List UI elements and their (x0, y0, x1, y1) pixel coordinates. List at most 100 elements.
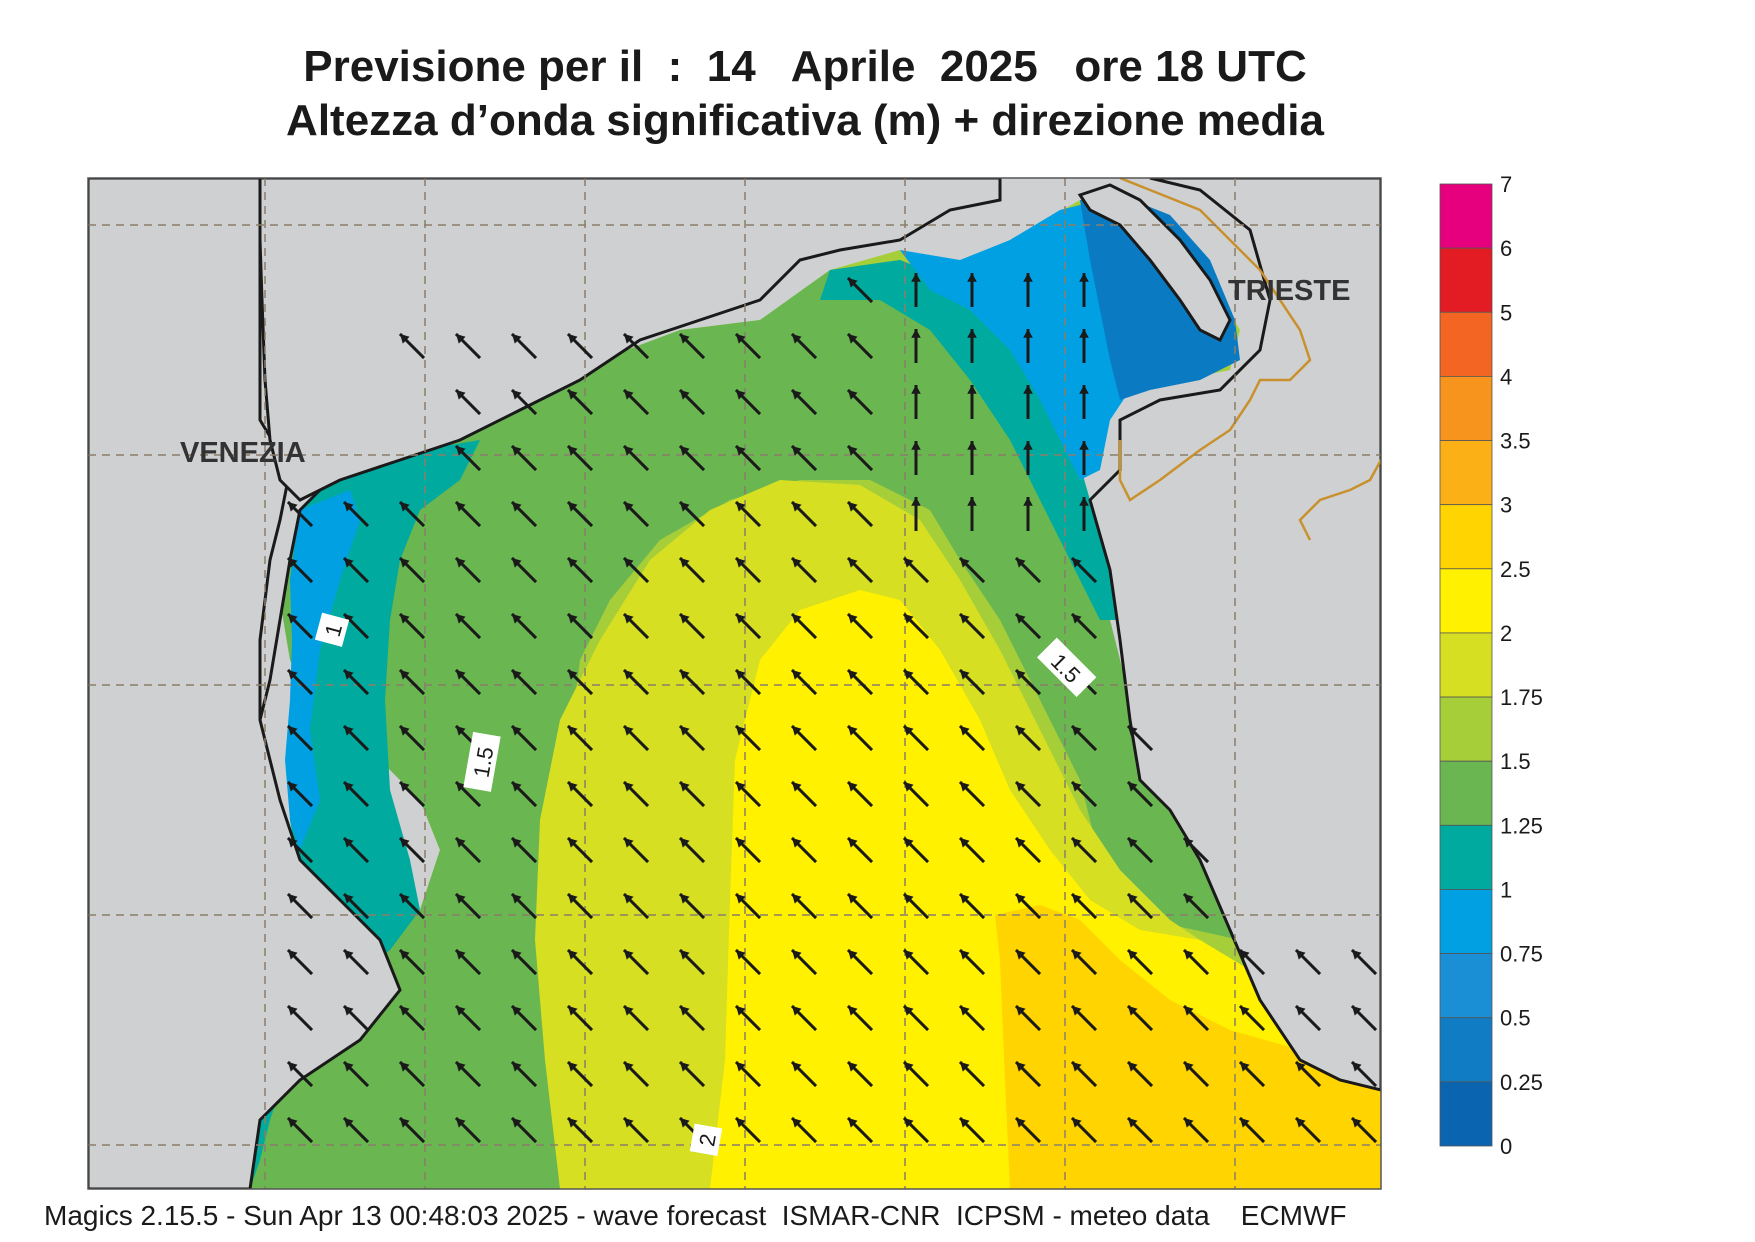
legend-label: 0.25 (1500, 1070, 1543, 1095)
wave-arrow (454, 444, 482, 472)
wave-direction-arrows (286, 273, 1378, 1144)
wave-arrow (1079, 441, 1089, 475)
wave-arrow (342, 556, 370, 584)
wave-arrow (846, 276, 874, 304)
wave-arrow (958, 780, 986, 808)
wave-arrow (790, 388, 818, 416)
wave-arrow (1014, 1004, 1042, 1032)
wave-arrow (454, 500, 482, 528)
wave-arrow (678, 836, 706, 864)
wave-arrow (286, 892, 314, 920)
wave-arrow (454, 1004, 482, 1032)
wave-arrow (398, 332, 426, 360)
wave-arrow (734, 892, 762, 920)
wave-arrow (342, 1116, 370, 1144)
wave-arrow (1079, 497, 1089, 531)
wave-arrow (342, 724, 370, 752)
wave-arrow (846, 332, 874, 360)
wave-arrow (622, 948, 650, 976)
wave-arrow (1238, 1116, 1266, 1144)
wave-arrow (846, 836, 874, 864)
wave-arrow (398, 556, 426, 584)
wave-arrow (1014, 1060, 1042, 1088)
wave-arrow (790, 780, 818, 808)
wave-arrow (1126, 1116, 1154, 1144)
contour-label-2: 2 (689, 1123, 723, 1157)
wave-arrow (902, 612, 930, 640)
wave-arrow (398, 836, 426, 864)
wave-arrow (566, 780, 594, 808)
venezia-label: VENEZIA (180, 437, 306, 469)
wave-arrow (454, 1116, 482, 1144)
wave-arrow (1014, 556, 1042, 584)
legend-swatch (1439, 889, 1493, 955)
wave-arrow (1350, 1060, 1378, 1088)
wave-arrow (510, 948, 538, 976)
wave-arrow (398, 612, 426, 640)
wave-arrow (846, 444, 874, 472)
wave-arrow (622, 1004, 650, 1032)
wave-arrow (286, 1060, 314, 1088)
wave-arrow (678, 332, 706, 360)
wave-arrow (734, 332, 762, 360)
wave-arrow (911, 329, 921, 363)
wave-arrow (566, 556, 594, 584)
legend-label: 1.75 (1500, 685, 1543, 710)
wave-arrow (678, 612, 706, 640)
map-frame (87, 177, 1382, 1190)
legend-label: 1 (1500, 877, 1512, 902)
wave-arrow (342, 892, 370, 920)
wave-arrow (566, 1060, 594, 1088)
wave-arrow (678, 556, 706, 584)
wave-arrow (286, 780, 314, 808)
legend-swatch (1439, 375, 1493, 441)
wave-arrow (566, 1116, 594, 1144)
wave-arrow (1070, 724, 1098, 752)
wave-arrow (342, 1004, 370, 1032)
wave-arrow (902, 1060, 930, 1088)
border-line (1118, 178, 1312, 502)
legend-swatch (1439, 440, 1493, 506)
wave-arrow (967, 329, 977, 363)
wave-arrow (1126, 892, 1154, 920)
wave-arrow (958, 892, 986, 920)
wave-arrow (1238, 948, 1266, 976)
wave-arrow (398, 500, 426, 528)
sea-band-1-25 (250, 260, 1240, 1189)
wave-arrow (846, 724, 874, 752)
wave-arrow (1070, 1116, 1098, 1144)
wave-arrow (1023, 329, 1033, 363)
legend-swatch (1439, 1017, 1493, 1083)
wave-arrow (398, 892, 426, 920)
legend-label: 2.5 (1500, 557, 1531, 582)
wave-arrow (734, 444, 762, 472)
wave-arrow (622, 500, 650, 528)
wave-arrow (286, 724, 314, 752)
wave-arrow (958, 724, 986, 752)
wave-arrow (678, 388, 706, 416)
legend-swatch (1439, 568, 1493, 634)
legend-swatch (1439, 1081, 1493, 1147)
wave-arrow (1014, 668, 1042, 696)
legend-swatch (1439, 824, 1493, 890)
color-legend: 7 6 5 4 3.5 3 2.5 2 1.75 1.5 1.25 1 0.75 0.5 0.25 0 (1439, 172, 1543, 1159)
wave-arrow (678, 892, 706, 920)
contour-label-1: 1 (314, 612, 350, 647)
wave-arrow (454, 892, 482, 920)
wave-arrow (1182, 1060, 1210, 1088)
wave-arrow (958, 948, 986, 976)
wave-arrow (566, 612, 594, 640)
wave-arrow (1070, 892, 1098, 920)
wave-arrow (902, 892, 930, 920)
wave-arrow (622, 668, 650, 696)
wave-arrow (342, 668, 370, 696)
wave-arrow (454, 612, 482, 640)
wave-arrow (902, 1116, 930, 1144)
wave-arrow (1126, 836, 1154, 864)
wave-arrow (454, 780, 482, 808)
wave-arrow (454, 948, 482, 976)
wave-arrow (790, 612, 818, 640)
wave-arrow (734, 668, 762, 696)
wave-arrow (678, 1004, 706, 1032)
